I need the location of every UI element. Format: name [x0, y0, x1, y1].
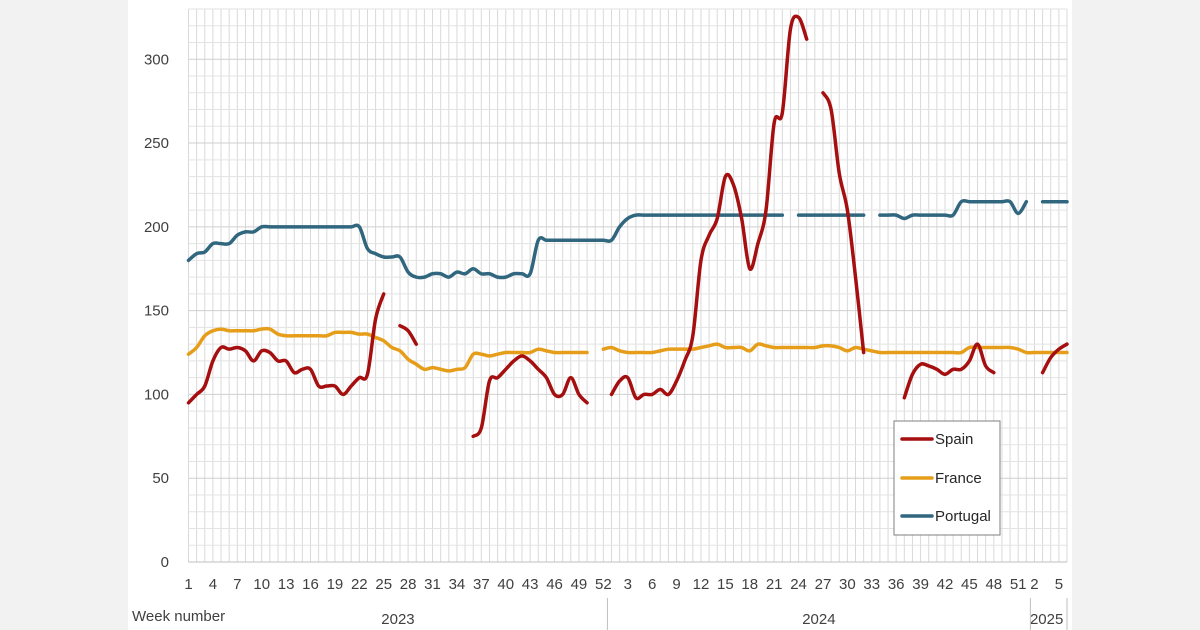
x-tick-label: 46	[546, 576, 563, 593]
series-line-spain	[902, 342, 996, 400]
x-tick-label: 28	[400, 576, 417, 593]
series-line-spain	[186, 292, 386, 405]
series-line-spain	[821, 91, 866, 355]
x-tick-label: 36	[888, 576, 905, 593]
series-line-france	[186, 326, 589, 373]
x-tick-label: 15	[717, 576, 734, 593]
y-tick-label: 0	[161, 554, 169, 571]
x-tick-label: 45	[961, 576, 978, 593]
series-line-spain	[1040, 342, 1069, 375]
series-line-france	[601, 342, 1069, 355]
x-tick-label: 27	[815, 576, 832, 593]
x-tick-label: 19	[327, 576, 344, 593]
x-tick-label: 13	[278, 576, 295, 593]
series-line-spain	[398, 323, 419, 346]
series-line-spain	[609, 14, 809, 401]
year-axis: 2023 2024 2025	[381, 598, 1068, 630]
series-france	[186, 326, 1069, 373]
x-tick-label: 16	[302, 576, 319, 593]
x-tick-label: 25	[375, 576, 392, 593]
x-tick-label: 49	[571, 576, 588, 593]
legend: Spain France Portugal	[893, 420, 1001, 536]
x-tick-label: 52	[595, 576, 612, 593]
series-line-portugal	[186, 213, 785, 280]
legend-item-portugal: Portugal	[900, 508, 991, 525]
x-tick-label: 6	[648, 576, 656, 593]
x-tick-label: 4	[209, 576, 217, 593]
x-tick-label: 2	[1030, 576, 1038, 593]
x-axis: 1 4 7 10 13 16 19 22 25 28 31 34 37 40 43 46 49 52 3 6 9 12 15…	[184, 561, 1067, 593]
y-tick-label: 50	[152, 470, 169, 487]
series-spain	[186, 14, 1069, 439]
x-tick-label: 51	[1010, 576, 1027, 593]
x-axis-title: Week number	[132, 608, 225, 625]
x-tick-label: 9	[672, 576, 680, 593]
x-tick-label: 34	[449, 576, 466, 593]
y-tick-label: 150	[144, 303, 169, 320]
x-tick-label: 48	[985, 576, 1002, 593]
y-tick-label: 100	[144, 386, 169, 403]
x-tick-label: 21	[766, 576, 783, 593]
legend-item-france: France	[900, 470, 982, 487]
year-label: 2023	[381, 611, 414, 628]
legend-label-france: France	[935, 470, 982, 487]
x-tick-label: 3	[624, 576, 632, 593]
x-tick-label: 31	[424, 576, 441, 593]
x-tick-label: 40	[497, 576, 514, 593]
x-tick-label: 7	[233, 576, 241, 593]
legend-item-spain: Spain	[900, 431, 973, 448]
year-label: 2025	[1030, 611, 1063, 628]
x-tick-label: 10	[253, 576, 270, 593]
y-axis: 0 50 100 150 200 250 300	[144, 51, 169, 571]
x-tick-label: 42	[937, 576, 954, 593]
x-tick-label: 39	[912, 576, 929, 593]
year-label: 2024	[802, 611, 835, 628]
x-tick-label: 37	[473, 576, 490, 593]
x-tick-label: 43	[522, 576, 539, 593]
series-portugal	[186, 198, 1069, 280]
legend-label-portugal: Portugal	[935, 508, 991, 525]
chart-panel: 0 50 100 150 200 250 300 1 4 7 10 13 16 19 22 25 28 31 34…	[128, 0, 1072, 630]
x-tick-label: 22	[351, 576, 368, 593]
x-tick-label: 33	[863, 576, 880, 593]
y-tick-label: 300	[144, 51, 169, 68]
y-tick-label: 200	[144, 219, 169, 236]
x-tick-label: 5	[1055, 576, 1063, 593]
x-tick-label: 18	[741, 576, 758, 593]
y-tick-label: 250	[144, 135, 169, 152]
x-tick-label: 24	[790, 576, 807, 593]
series-line-spain	[471, 354, 589, 439]
legend-label-spain: Spain	[935, 431, 973, 448]
x-tick-label: 1	[184, 576, 192, 593]
x-tick-label: 30	[839, 576, 856, 593]
series-line-portugal	[878, 198, 1029, 221]
x-tick-label: 12	[693, 576, 710, 593]
series-lines	[186, 14, 1069, 439]
